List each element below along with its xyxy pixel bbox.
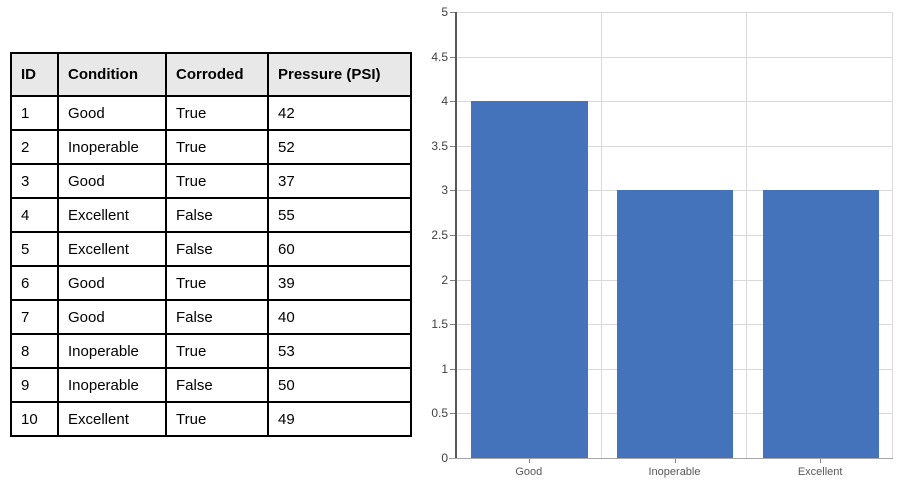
cell-condition: Inoperable [57, 129, 167, 165]
cell-corroded: False [165, 299, 269, 335]
table-row: 9 Inoperable False 50 [10, 367, 412, 403]
cell-id: 9 [10, 367, 59, 403]
gridline-horizontal [456, 101, 893, 103]
cell-id: 5 [10, 231, 59, 267]
y-axis-tick [450, 56, 456, 58]
y-axis-tick [450, 101, 456, 103]
table-row: 4 Excellent False 55 [10, 197, 412, 233]
cell-corroded: False [165, 197, 269, 233]
cell-id: 4 [10, 197, 59, 233]
table-header-row: ID Condition Corroded Pressure (PSI) [10, 52, 412, 97]
cell-corroded: True [165, 265, 269, 301]
y-axis-tick [450, 324, 456, 326]
cell-pressure: 40 [267, 299, 412, 335]
gridline-vertical [892, 12, 893, 458]
cell-condition: Excellent [57, 231, 167, 267]
cell-condition: Good [57, 299, 167, 335]
cell-corroded: False [165, 367, 269, 403]
cell-pressure: 55 [267, 197, 412, 233]
y-axis-tick-label: 4.5 [431, 49, 448, 64]
y-axis-tick [450, 12, 456, 13]
y-axis-tick [450, 368, 456, 370]
y-axis-tick-label: 2 [441, 272, 448, 287]
cell-pressure: 37 [267, 163, 412, 199]
pipe-data-table: ID Condition Corroded Pressure (PSI) 1 G… [10, 52, 412, 437]
cell-condition: Inoperable [57, 333, 167, 369]
y-axis-tick-label: 0 [441, 451, 448, 465]
y-axis-tick-label: 1 [441, 361, 448, 376]
gridline-horizontal [456, 145, 893, 147]
header-condition: Condition [57, 52, 167, 97]
cell-corroded: True [165, 333, 269, 369]
header-corroded: Corroded [165, 52, 269, 97]
x-axis-tick [674, 458, 676, 463]
y-axis-tick-label: 2.5 [431, 228, 448, 242]
y-axis-tick [450, 145, 456, 147]
condition-count-bar-chart: 0 0.5 1 1.5 2 2.5 3 3.5 4 4.5 5 Good Inoperable Excel… [431, 6, 893, 478]
cell-id: 2 [10, 129, 59, 165]
x-axis-category-label: Inoperable [648, 466, 701, 478]
cell-id: 8 [10, 333, 59, 369]
cell-condition: Excellent [57, 197, 167, 233]
cell-corroded: True [165, 163, 269, 199]
cell-id: 3 [10, 163, 59, 199]
cell-condition: Inoperable [57, 367, 167, 403]
x-axis-tick [820, 458, 822, 463]
bar-excellent [762, 190, 880, 458]
y-axis-tick [450, 413, 456, 415]
x-axis-category-label: Good [515, 466, 543, 478]
gridline-vertical [600, 12, 602, 458]
table-row: 10 Excellent True 49 [10, 401, 412, 437]
y-axis-tick [450, 235, 456, 236]
y-axis-tick-label: 5 [441, 5, 448, 19]
cell-corroded: True [165, 129, 269, 165]
y-axis-tick [450, 190, 456, 192]
cell-condition: Good [57, 95, 167, 131]
cell-pressure: 42 [267, 95, 412, 131]
cell-condition: Good [57, 265, 167, 301]
cell-corroded: False [165, 231, 269, 267]
cell-id: 6 [10, 265, 59, 301]
x-axis-category-label: Excellent [797, 466, 843, 478]
cell-corroded: True [165, 401, 269, 437]
header-id: ID [10, 52, 59, 97]
table-row: 3 Good True 37 [10, 163, 412, 199]
cell-pressure: 53 [267, 333, 412, 369]
x-axis-tick [528, 458, 530, 463]
header-pressure: Pressure (PSI) [267, 52, 412, 97]
y-axis-tick [450, 279, 456, 281]
y-axis-line [455, 12, 457, 458]
bar-good [471, 101, 588, 458]
table-row: 1 Good True 42 [10, 95, 412, 131]
cell-condition: Good [57, 163, 167, 199]
x-axis-line [449, 457, 893, 459]
cell-pressure: 39 [267, 265, 412, 301]
gridline-horizontal [456, 56, 893, 58]
cell-id: 1 [10, 95, 59, 131]
cell-pressure: 52 [267, 129, 412, 165]
gridline-vertical [746, 12, 748, 458]
y-axis-tick-label: 3 [441, 183, 448, 198]
table-row: 8 Inoperable True 53 [10, 333, 412, 369]
y-axis-tick-label: 1.5 [431, 317, 448, 332]
table-row: 2 Inoperable True 52 [10, 129, 412, 165]
cell-condition: Excellent [57, 401, 167, 437]
table-row: 5 Excellent False 60 [10, 231, 412, 267]
y-axis-tick-label: 0.5 [431, 406, 448, 421]
table-row: 6 Good True 39 [10, 265, 412, 301]
cell-id: 10 [10, 401, 59, 437]
cell-id: 7 [10, 299, 59, 335]
gridline-horizontal [456, 12, 893, 13]
y-axis-tick-label: 3.5 [431, 138, 448, 153]
cell-corroded: True [165, 95, 269, 131]
bar-inoperable [616, 190, 734, 458]
table-row: 7 Good False 40 [10, 299, 412, 335]
cell-pressure: 49 [267, 401, 412, 437]
cell-pressure: 60 [267, 231, 412, 267]
y-axis-tick-label: 4 [441, 94, 448, 109]
cell-pressure: 50 [267, 367, 412, 403]
